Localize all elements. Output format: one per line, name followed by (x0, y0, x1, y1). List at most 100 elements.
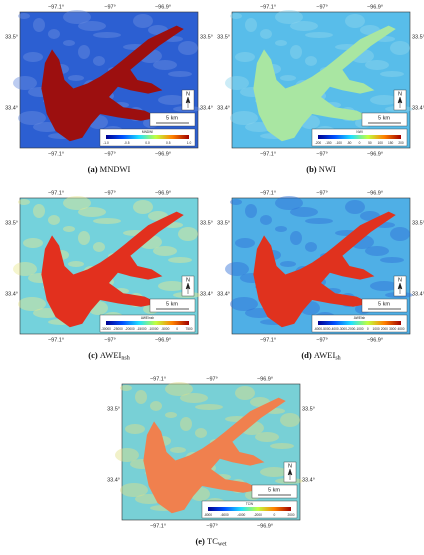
longitude-label: −97° (316, 337, 328, 343)
longitude-label: −97.1° (48, 151, 64, 157)
north-label: N (186, 91, 190, 97)
colorbar (208, 507, 291, 511)
land-texture (290, 231, 302, 245)
caption: (a) MNDWI (88, 164, 131, 174)
land-texture (260, 29, 272, 39)
latitude-label: 33.5° (107, 406, 120, 412)
land-texture (390, 41, 410, 55)
land-texture (235, 238, 255, 248)
colorbar (318, 321, 401, 325)
longitude-label: −97.1° (260, 151, 276, 157)
land-texture (48, 215, 60, 225)
colorbar-tick: -25000 (113, 327, 123, 331)
caption-name: AWEI (100, 350, 122, 360)
land-texture (370, 281, 398, 291)
land-texture (305, 32, 333, 38)
land-texture (18, 13, 30, 19)
lake (41, 25, 184, 142)
colorbar-tick: -4000 (237, 513, 245, 517)
land-texture (48, 29, 60, 39)
land-texture (93, 218, 121, 224)
latitude-label: 33.5° (217, 34, 230, 40)
latitude-label: 33.5° (200, 34, 213, 40)
land-texture (195, 404, 223, 410)
land-texture (230, 111, 258, 125)
land-texture (290, 45, 302, 59)
colorbar-tick: -50 (347, 141, 352, 145)
north-arrow (287, 468, 293, 480)
land-texture (225, 76, 249, 90)
land-texture (63, 226, 75, 232)
longitude-label: −97.1° (48, 4, 64, 10)
caption: (b) NWI (306, 164, 336, 174)
scale-label: 5 km (166, 115, 178, 121)
land-texture (93, 32, 121, 38)
land-texture (260, 215, 272, 225)
land-texture (365, 246, 389, 256)
land-texture (13, 262, 37, 276)
land-texture (93, 242, 105, 252)
land-texture (275, 226, 287, 232)
colorbar-tick: 2000 (287, 513, 294, 517)
land-texture (150, 401, 162, 411)
land-texture (255, 432, 279, 442)
land-texture (345, 14, 365, 28)
latitude-label: 33.5° (302, 406, 315, 412)
longitude-label: −96.9° (257, 523, 273, 529)
land-texture (305, 56, 317, 66)
north-arrow (185, 282, 191, 294)
colorbar-tick: 0 (359, 141, 361, 145)
land-texture (280, 261, 296, 267)
panel: −97.1° −97.1° −97° −97° −96.9° −96.9° 33.5° 33.… (5, 4, 213, 174)
land-texture (63, 196, 91, 210)
land-texture (120, 483, 148, 497)
lake (253, 25, 396, 142)
colorbar-tick: -1.0 (103, 141, 109, 145)
lake (41, 211, 184, 328)
caption-name: NWI (319, 164, 336, 174)
colorbar-tick: 50 (368, 141, 372, 145)
colorbar-tick: 2000 (381, 327, 388, 331)
longitude-label: −96.9° (155, 151, 171, 157)
land-texture (275, 196, 303, 210)
land-texture (133, 14, 153, 28)
latitude-label: 33.4° (200, 105, 213, 111)
colorbar-tick: -5000 (322, 327, 330, 331)
colorbar-tick: -0.5 (124, 141, 130, 145)
lake (143, 397, 286, 514)
colorbar (318, 135, 401, 139)
colorbar-tick: -3000 (339, 327, 347, 331)
land-texture (63, 40, 75, 46)
land-texture (133, 200, 153, 214)
land-texture (390, 227, 410, 241)
latitude-label: 33.4° (200, 291, 213, 297)
land-texture (365, 60, 389, 70)
land-texture (235, 52, 255, 62)
land-texture (18, 111, 46, 125)
caption-subscript: sh (335, 356, 340, 362)
colorbar-tick: -20000 (125, 327, 135, 331)
caption-letter: (b) (306, 164, 317, 174)
caption-name: AWEI (314, 350, 336, 360)
land-texture (370, 95, 398, 105)
north-label: N (288, 463, 292, 469)
latitude-label: 33.4° (217, 105, 230, 111)
land-texture (270, 443, 294, 449)
latitude-label: 33.5° (5, 220, 18, 226)
land-texture (275, 40, 287, 46)
land-texture (178, 41, 198, 55)
land-texture (93, 56, 105, 66)
latitude-label: 33.4° (5, 105, 18, 111)
colorbar-tick: -2000 (254, 513, 262, 517)
land-texture (195, 428, 207, 438)
longitude-label: −97° (206, 523, 218, 529)
colorbar-tick: 200 (398, 141, 404, 145)
colorbar-tick: 0.0 (145, 141, 150, 145)
caption-letter: (d) (301, 350, 312, 360)
longitude-label: −96.9° (367, 151, 383, 157)
land-texture (230, 199, 242, 205)
scale-label: 5 km (378, 301, 390, 307)
longitude-label: −97.1° (150, 523, 166, 529)
longitude-label: −97.1° (260, 190, 276, 196)
colorbar-title: TCW (246, 502, 253, 506)
